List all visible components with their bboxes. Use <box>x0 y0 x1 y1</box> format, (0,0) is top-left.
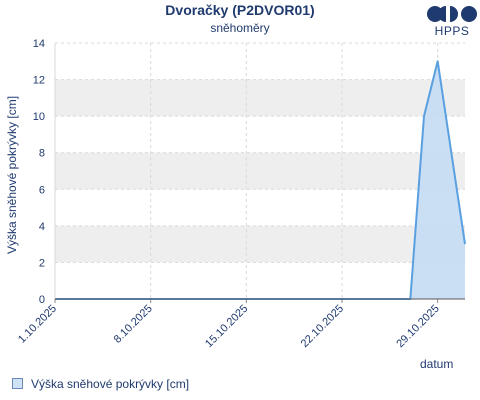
x-tick-label: 1.10.2025 <box>16 303 59 346</box>
background-bands <box>55 79 465 263</box>
y-tick-label: 2 <box>39 257 45 269</box>
x-tick-labels: 1.10.2025 8.10.2025 15.10.2025 22.10.2025 29… <box>16 303 442 350</box>
legend-swatch <box>12 378 23 389</box>
hpps-logo: HPPS <box>426 4 480 44</box>
y-tick-label: 14 <box>33 38 45 50</box>
chart-subtitle: sněhoměry <box>210 21 270 35</box>
y-tick-labels: 0 2 4 6 8 10 12 14 <box>33 38 45 306</box>
y-tick-label: 6 <box>39 184 45 196</box>
legend-label: Výška sněhové pokrývky [cm] <box>31 377 190 391</box>
x-tick-label: 29.10.2025 <box>394 303 441 350</box>
y-tick-label: 10 <box>33 111 45 123</box>
y-tick-label: 8 <box>39 148 45 160</box>
y-tick-label: 0 <box>39 294 45 306</box>
chart-title: Dvoračky (P2DVOR01) <box>165 2 315 18</box>
grid-band <box>55 152 465 190</box>
legend[interactable]: Výška sněhové pokrývky [cm] <box>12 377 189 391</box>
series-area <box>55 61 465 300</box>
logo-text: HPPS <box>434 24 470 38</box>
grid-band <box>55 225 465 263</box>
x-tick-label: 15.10.2025 <box>203 303 250 350</box>
x-axis-label: datum <box>420 357 454 371</box>
axes <box>54 43 465 303</box>
x-tick-label: 8.10.2025 <box>112 303 155 346</box>
y-tick-label: 4 <box>39 221 45 233</box>
x-tick-label: 22.10.2025 <box>299 303 346 350</box>
y-tick-label: 12 <box>33 75 45 87</box>
grid-band <box>55 79 465 117</box>
hpps-logo-icon <box>427 6 477 22</box>
